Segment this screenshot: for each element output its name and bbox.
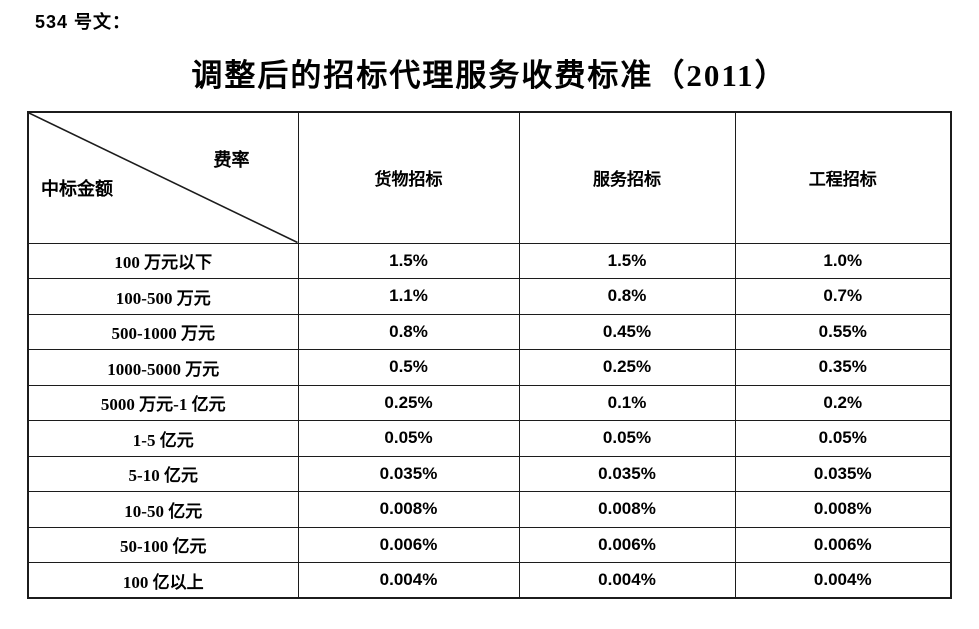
table-row: 500-1000 万元 0.8% 0.45% 0.55% [27, 313, 952, 350]
rate-goods: 1.5% [297, 242, 520, 279]
rate-goods: 0.5% [297, 349, 520, 386]
amount-range: 100 亿以上 [27, 562, 299, 599]
amount-range: 5000 万元-1 亿元 [27, 384, 299, 421]
column-header-engineering: 工程招标 [734, 111, 952, 244]
table-row: 10-50 亿元 0.008% 0.008% 0.008% [27, 491, 952, 528]
rate-engineering: 0.008% [734, 491, 952, 528]
table-header-row: 费率 中标金额 货物招标 服务招标 工程招标 [27, 111, 952, 244]
rate-service: 0.035% [518, 455, 736, 492]
rate-engineering: 1.0% [734, 242, 952, 279]
table-row: 100 万元以下 1.5% 1.5% 1.0% [27, 242, 952, 279]
rate-goods: 0.8% [297, 313, 520, 350]
rate-service: 0.05% [518, 420, 736, 457]
amount-range: 500-1000 万元 [27, 313, 299, 350]
rate-engineering: 0.55% [734, 313, 952, 350]
rate-engineering: 0.035% [734, 455, 952, 492]
rate-engineering: 0.004% [734, 562, 952, 599]
rate-service: 1.5% [518, 242, 736, 279]
page-title: 调整后的招标代理服务收费标准（2011） [191, 58, 788, 93]
table-row: 100 亿以上 0.004% 0.004% 0.004% [27, 562, 952, 599]
table-row: 50-100 亿元 0.006% 0.006% 0.006% [27, 526, 952, 563]
amount-range: 100-500 万元 [27, 278, 299, 315]
rate-goods: 0.006% [297, 526, 520, 563]
rate-engineering: 0.7% [734, 278, 952, 315]
corner-label-amount: 中标金额 [41, 178, 113, 199]
amount-range: 5-10 亿元 [27, 455, 299, 492]
corner-label-rate: 费率 [213, 150, 250, 170]
rate-service: 0.008% [518, 491, 736, 528]
rate-goods: 0.004% [297, 562, 520, 599]
doc-number: 534 号文： [35, 12, 132, 32]
diagonal-corner-cell: 费率 中标金额 [27, 111, 299, 244]
diagonal-line [29, 113, 298, 243]
rate-engineering: 0.2% [734, 384, 952, 421]
rate-engineering: 0.05% [734, 420, 952, 457]
fee-standard-table: 费率 中标金额 货物招标 服务招标 工程招标 100 万元以下 1.5% 1.5… [27, 111, 952, 599]
amount-range: 1000-5000 万元 [27, 349, 299, 386]
table-row: 5000 万元-1 亿元 0.25% 0.1% 0.2% [27, 384, 952, 421]
rate-goods: 0.05% [297, 420, 520, 457]
rate-service: 0.45% [518, 313, 736, 350]
amount-range: 10-50 亿元 [27, 491, 299, 528]
rate-engineering: 0.006% [734, 526, 952, 563]
column-header-goods: 货物招标 [297, 111, 520, 244]
rate-goods: 0.008% [297, 491, 520, 528]
amount-range: 100 万元以下 [27, 242, 299, 279]
amount-range: 50-100 亿元 [27, 526, 299, 563]
table-row: 100-500 万元 1.1% 0.8% 0.7% [27, 278, 952, 315]
rate-engineering: 0.35% [734, 349, 952, 386]
rate-service: 0.8% [518, 278, 736, 315]
rate-goods: 0.25% [297, 384, 520, 421]
table-row: 5-10 亿元 0.035% 0.035% 0.035% [27, 455, 952, 492]
amount-range: 1-5 亿元 [27, 420, 299, 457]
rate-service: 0.006% [518, 526, 736, 563]
rate-goods: 0.035% [297, 455, 520, 492]
rate-goods: 1.1% [297, 278, 520, 315]
rate-service: 0.25% [518, 349, 736, 386]
rate-service: 0.1% [518, 384, 736, 421]
rate-service: 0.004% [518, 562, 736, 599]
table-row: 1-5 亿元 0.05% 0.05% 0.05% [27, 420, 952, 457]
column-header-service: 服务招标 [518, 111, 736, 244]
table-row: 1000-5000 万元 0.5% 0.25% 0.35% [27, 349, 952, 386]
